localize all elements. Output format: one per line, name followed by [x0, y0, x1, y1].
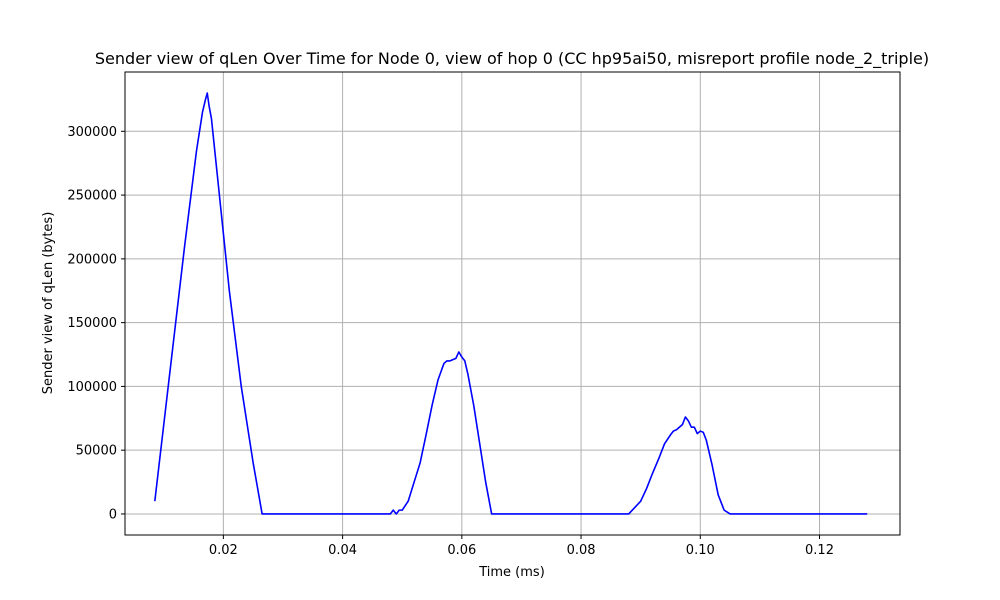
series-layer: [154, 92, 868, 515]
y-tick-label: 0: [109, 507, 117, 522]
y-axis-label: Sender view of qLen (bytes): [41, 212, 56, 395]
plot-area: [125, 72, 900, 535]
x-tick-label: 0.10: [686, 543, 715, 558]
x-axis-label: Time (ms): [478, 565, 545, 580]
y-tick-label: 150000: [67, 316, 117, 331]
x-tick-label: 0.12: [805, 543, 834, 558]
series-line-0: [154, 92, 868, 515]
x-tick-label: 0.02: [209, 543, 238, 558]
y-tick-label: 100000: [67, 380, 117, 395]
x-tick-label: 0.04: [328, 543, 357, 558]
y-tick-label: 300000: [67, 125, 117, 140]
y-tick-label: 200000: [67, 252, 117, 267]
x-tick-label: 0.06: [447, 543, 476, 558]
x-tick-label: 0.08: [567, 543, 596, 558]
chart-title: Sender view of qLen Over Time for Node 0…: [95, 49, 929, 69]
y-axis-ticks: 0 50000 100000 150000 200000 250000 300000: [67, 125, 125, 522]
y-tick-label: 250000: [67, 189, 117, 204]
x-axis-ticks: 0.02 0.04 0.06 0.08 0.10 0.12: [209, 535, 834, 558]
axes-frame: [124, 71, 901, 536]
y-tick-label: 50000: [76, 444, 117, 459]
